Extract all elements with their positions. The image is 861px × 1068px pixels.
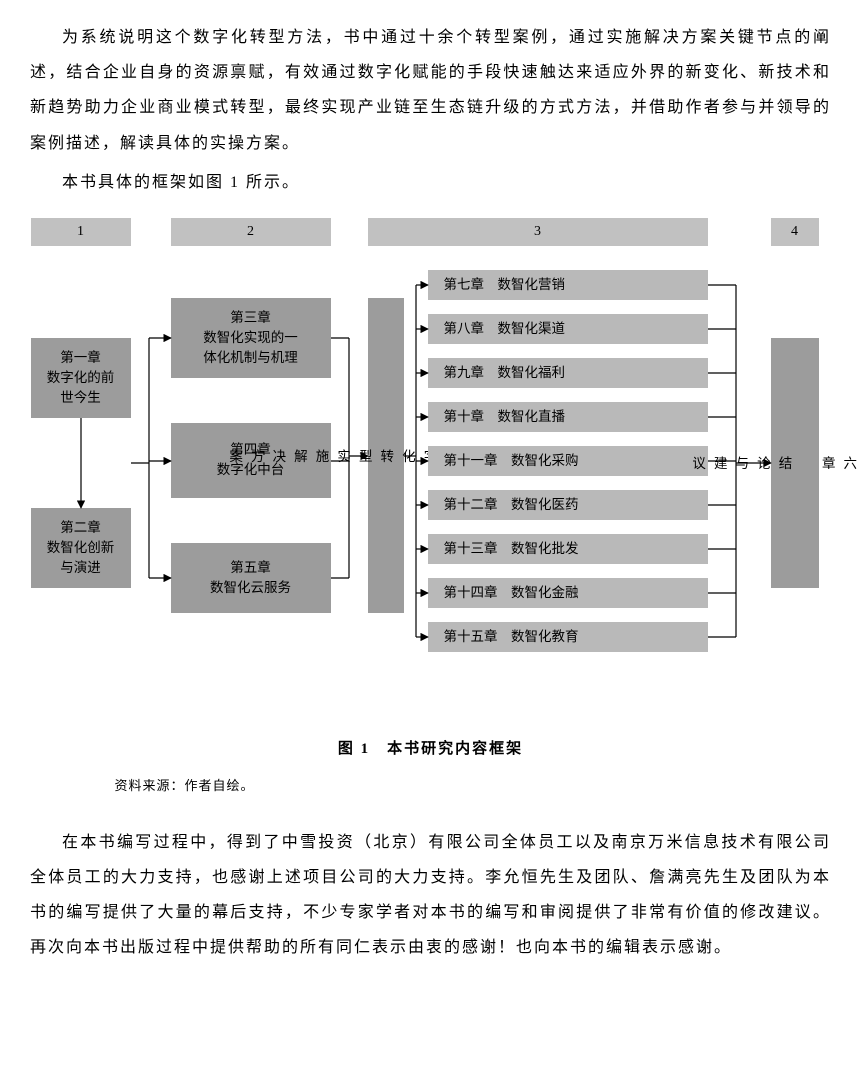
chip-chapter-12: 第十二章 数智化医药 [428,490,708,520]
diagram-header-4: 4 [771,218,819,246]
chip-chapter-13: 第十三章 数智化批发 [428,534,708,564]
chip-chapter-9: 第九章 数智化福利 [428,358,708,388]
figure-caption: 图 1 本书研究内容框架 [30,733,831,766]
box-chapter-1: 第一章 数字化的前 世今生 [31,338,131,418]
paragraph-1: 为系统说明这个数字化转型方法，书中通过十余个转型案例，通过实施解决方案关键节点的… [30,20,831,161]
diagram-header-3: 3 [368,218,708,246]
diagram-canvas: 1 2 3 4 第一章 数字化的前 世今生 第二章 数智化创新 与演进 第三章 … [31,218,831,713]
chip-chapter-10: 第十章 数智化直播 [428,402,708,432]
figure-source: 资料来源：作者自绘。 [115,772,832,801]
chip-chapter-15: 第十五章 数智化教育 [428,622,708,652]
box-chapter-3: 第三章 数智化实现的一 体化机制与机理 [171,298,331,378]
paragraph-3: 在本书编写过程中，得到了中雪投资（北京）有限公司全体员工以及南京万米信息技术有限… [30,825,831,966]
diagram-header-2: 2 [171,218,331,246]
box-chapter-16: 第 十 六 章 结 论 与 建 议 [771,338,819,588]
chip-chapter-8: 第八章 数智化渠道 [428,314,708,344]
chip-chapter-11: 第十一章 数智化采购 [428,446,708,476]
chip-chapter-7: 第七章 数智化营销 [428,270,708,300]
diagram-header-1: 1 [31,218,131,246]
paragraph-2: 本书具体的框架如图 1 所示。 [30,165,831,200]
box-chapter-5: 第五章 数智化云服务 [171,543,331,613]
box-chapter-2: 第二章 数智化创新 与演进 [31,508,131,588]
chip-chapter-14: 第十四章 数智化金融 [428,578,708,608]
diagram-figure: 1 2 3 4 第一章 数字化的前 世今生 第二章 数智化创新 与演进 第三章 … [30,218,831,713]
box-chapter-6: 第 六 章 数 字 化 转 型 实 施 解 决 方 案 [368,298,404,613]
